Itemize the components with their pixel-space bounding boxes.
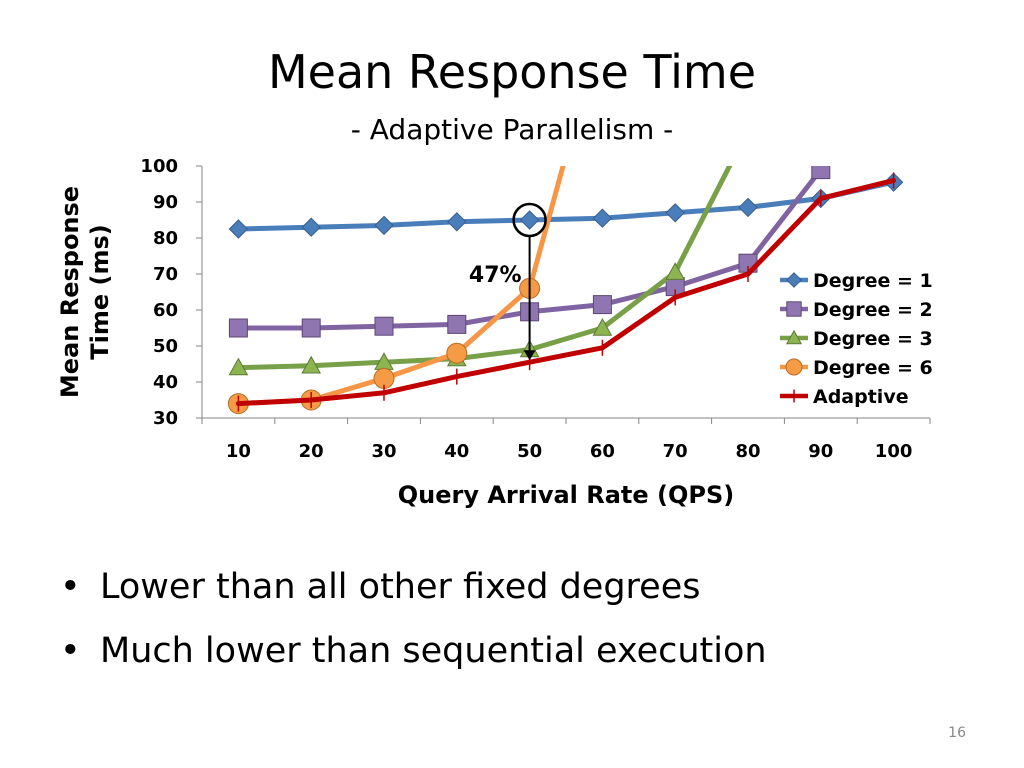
data-point bbox=[665, 262, 686, 280]
data-point bbox=[447, 212, 467, 232]
x-tick-label: 100 bbox=[875, 441, 913, 462]
x-tick-label: 70 bbox=[663, 441, 688, 462]
y-tick-label: 50 bbox=[153, 336, 178, 357]
y-axis-title-line: Time (ms) bbox=[86, 224, 114, 359]
chart-axes bbox=[196, 165, 931, 424]
y-axis-title: Mean Response Time (ms) bbox=[56, 186, 114, 398]
data-point bbox=[374, 316, 394, 336]
annotation-label: 47% bbox=[469, 263, 522, 288]
y-tick-label: 100 bbox=[140, 156, 178, 177]
y-tick-label: 70 bbox=[153, 264, 178, 285]
legend-label: Degree = 2 bbox=[813, 299, 933, 321]
legend-item: Adaptive bbox=[780, 386, 909, 408]
series-degree-1 bbox=[228, 172, 904, 239]
series-line bbox=[235, 166, 733, 371]
y-tick-label: 90 bbox=[153, 192, 178, 213]
legend-marker bbox=[786, 272, 802, 288]
x-tick-label: 90 bbox=[808, 441, 833, 462]
data-point bbox=[592, 208, 613, 228]
data-point bbox=[519, 210, 540, 230]
slide-title: Mean Response Time bbox=[267, 45, 757, 99]
legend-item: Degree = 2 bbox=[780, 299, 933, 321]
series-degree-3 bbox=[228, 166, 733, 376]
legend-marker bbox=[785, 358, 803, 376]
x-tick-label: 20 bbox=[299, 441, 324, 462]
legend: Degree = 1 Degree = 2 Degree = 3 Degree = 6… bbox=[780, 270, 933, 408]
page-number: 16 bbox=[948, 725, 966, 741]
data-point bbox=[228, 318, 248, 338]
x-tick-label: 30 bbox=[371, 441, 396, 462]
legend-label: Degree = 1 bbox=[813, 270, 933, 292]
data-point bbox=[228, 219, 249, 239]
legend-item: Degree = 1 bbox=[780, 270, 933, 292]
x-tick-label: 80 bbox=[735, 441, 760, 462]
x-axis-title: Query Arrival Rate (QPS) bbox=[398, 481, 735, 509]
legend-marker bbox=[786, 301, 802, 317]
bullet-dot-icon: • bbox=[60, 631, 81, 671]
series-layer bbox=[227, 166, 904, 415]
y-tick-label: 40 bbox=[153, 372, 178, 393]
x-tick-label: 10 bbox=[226, 441, 251, 462]
legend-item: Degree = 3 bbox=[780, 328, 933, 350]
data-point bbox=[228, 357, 249, 376]
data-point bbox=[447, 314, 467, 334]
y-tick-label: 30 bbox=[153, 408, 178, 429]
slide-subtitle: - Adaptive Parallelism - bbox=[350, 113, 674, 146]
bullet-item: • Lower than all other fixed degrees bbox=[60, 555, 767, 619]
data-point bbox=[301, 217, 321, 237]
data-point bbox=[592, 317, 613, 336]
data-point bbox=[738, 197, 758, 218]
y-tick-label: 60 bbox=[153, 300, 178, 321]
bullet-list: • Lower than all other fixed degrees • Much… bbox=[60, 555, 767, 683]
y-axis-title-line: Mean Response bbox=[56, 186, 84, 398]
x-tick-label: 40 bbox=[444, 441, 469, 462]
data-point bbox=[665, 203, 685, 223]
legend-label: Adaptive bbox=[813, 386, 909, 408]
bullet-text: Much lower than sequential execution bbox=[100, 631, 767, 671]
series-line bbox=[235, 177, 897, 407]
series-line bbox=[235, 179, 897, 232]
data-point bbox=[592, 295, 612, 315]
series-adaptive bbox=[235, 172, 897, 412]
data-point bbox=[301, 318, 321, 338]
annotation: 47% bbox=[469, 202, 547, 361]
legend-marker bbox=[785, 329, 803, 345]
x-tick-label: 50 bbox=[517, 441, 542, 462]
bullet-text: Lower than all other fixed degrees bbox=[100, 567, 701, 607]
data-point bbox=[374, 215, 394, 236]
y-tick-labels: 30 40 50 60 70 80 90 100 bbox=[140, 156, 178, 429]
data-point bbox=[446, 342, 468, 364]
data-point bbox=[301, 355, 322, 374]
arrow-head bbox=[523, 350, 536, 361]
bullet-dot-icon: • bbox=[60, 567, 81, 607]
y-tick-label: 80 bbox=[153, 228, 178, 249]
legend-item: Degree = 6 bbox=[780, 357, 933, 379]
data-point bbox=[811, 166, 831, 180]
legend-label: Degree = 3 bbox=[813, 328, 933, 350]
x-tick-label: 60 bbox=[590, 441, 615, 462]
bullet-item: • Much lower than sequential execution bbox=[60, 619, 767, 683]
legend-label: Degree = 6 bbox=[813, 357, 933, 379]
x-tick-labels: 10 20 30 40 50 60 70 80 90 100 bbox=[226, 441, 913, 462]
